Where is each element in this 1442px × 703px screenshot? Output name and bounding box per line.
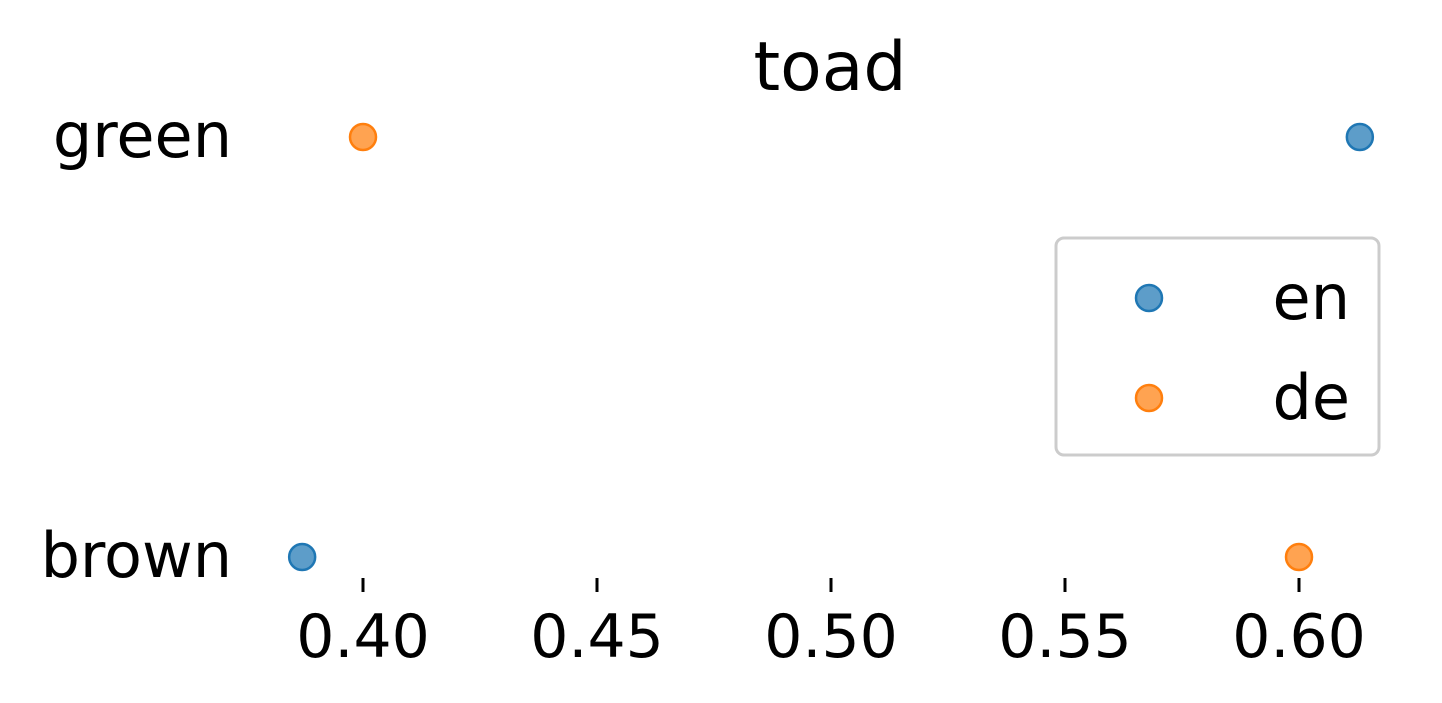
x-tick-label: 0.50 xyxy=(764,602,898,672)
y-axis-labels: brown green xyxy=(41,99,232,592)
legend-marker-en xyxy=(1134,283,1164,313)
legend-label-de: de xyxy=(1273,361,1351,434)
point-en-green xyxy=(1345,122,1375,152)
legend-label-en: en xyxy=(1273,261,1350,334)
chart-title: toad xyxy=(753,28,906,107)
x-axis: 0.40 0.45 0.50 0.55 0.60 xyxy=(296,578,1366,672)
legend: en de xyxy=(1054,236,1381,457)
data-points xyxy=(287,122,1375,572)
y-label-brown: brown xyxy=(41,519,232,592)
point-en-brown xyxy=(287,542,317,572)
x-tick-label: 0.40 xyxy=(296,602,430,672)
point-de-green xyxy=(348,122,378,152)
x-tick-label: 0.60 xyxy=(1232,602,1366,672)
legend-marker-de xyxy=(1134,383,1164,413)
y-label-green: green xyxy=(53,99,232,172)
x-tick-label: 0.45 xyxy=(530,602,664,672)
x-tick-label: 0.55 xyxy=(998,602,1132,672)
point-de-brown xyxy=(1284,542,1314,572)
